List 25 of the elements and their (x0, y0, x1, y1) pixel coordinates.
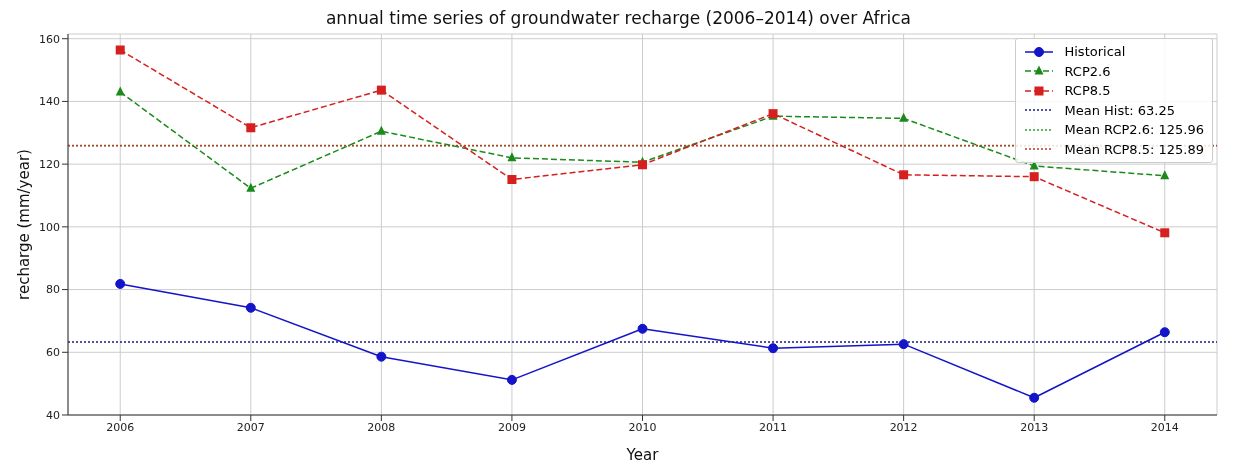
x-tick-label: 2010 (628, 420, 657, 434)
y-tick-label: 40 (46, 408, 60, 422)
legend-label: RCP8.5 (1064, 83, 1111, 99)
y-tick-label: 80 (46, 283, 60, 297)
y-axis-title: recharge (mm/year) (15, 149, 34, 300)
legend-label: RCP2.6 (1064, 63, 1111, 79)
y-tick-label: 160 (39, 32, 60, 46)
x-axis-title: Year (625, 445, 660, 464)
x-tick-label: 2014 (1150, 420, 1179, 434)
x-tick-label: 2009 (497, 420, 526, 434)
legend-label: Historical (1064, 44, 1126, 60)
y-tick-label: 100 (39, 220, 60, 234)
y-tick-label: 60 (46, 346, 60, 360)
legend-label: Mean Hist: 63.25 (1064, 102, 1176, 118)
x-tick-label: 2007 (236, 420, 265, 434)
x-tick-label: 2013 (1020, 420, 1049, 434)
chart-title: annual time series of groundwater recharge (2006–2014) over Africa (324, 8, 913, 30)
y-tick-label: 120 (39, 158, 60, 172)
legend-label: Mean RCP2.6: 125.96 (1064, 122, 1204, 138)
ref-line-label: Mean RCP8.5: 125.89 (1064, 141, 1204, 157)
x-tick-label: 2012 (889, 420, 918, 434)
x-tick-label: 2008 (367, 420, 396, 434)
y-tick-label: 140 (39, 95, 60, 109)
x-tick-label: 2006 (106, 420, 135, 434)
x-tick-label: 2011 (759, 420, 788, 434)
